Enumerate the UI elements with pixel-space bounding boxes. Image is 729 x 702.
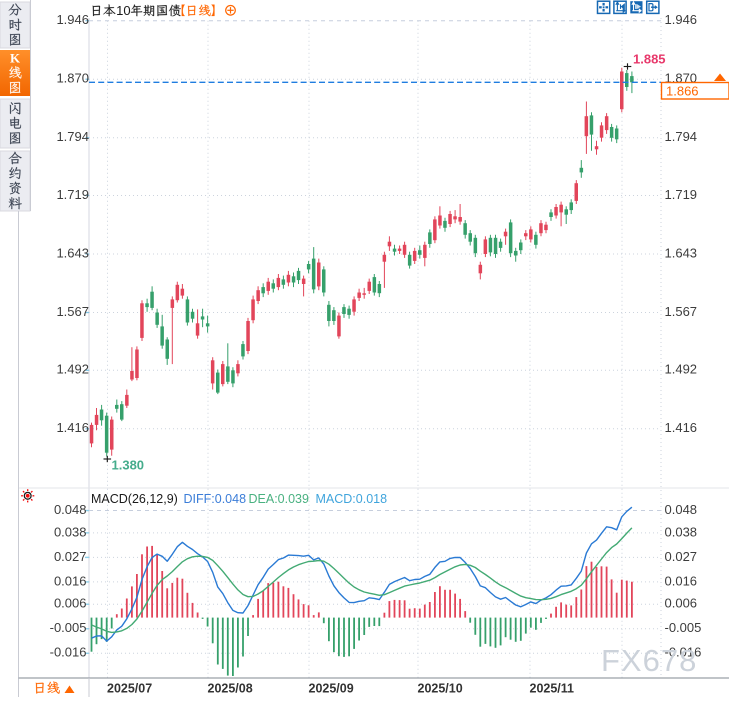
svg-text:0.048: 0.048 — [54, 502, 87, 517]
svg-text:0.048: 0.048 — [665, 502, 698, 517]
svg-text:1.719: 1.719 — [665, 187, 698, 202]
svg-text:2025/11: 2025/11 — [530, 682, 575, 696]
svg-text:DIFF:0.048: DIFF:0.048 — [184, 492, 247, 506]
svg-text:FX678: FX678 — [601, 643, 697, 678]
svg-text:0.016: 0.016 — [54, 573, 87, 588]
svg-text:0.038: 0.038 — [54, 524, 87, 539]
svg-text:0.027: 0.027 — [54, 549, 87, 564]
svg-text:-0.005: -0.005 — [50, 620, 87, 635]
svg-text:1.719: 1.719 — [56, 187, 89, 202]
svg-text:1.416: 1.416 — [665, 420, 698, 435]
svg-text:1.416: 1.416 — [56, 420, 89, 435]
svg-text:DEA:0.039: DEA:0.039 — [249, 492, 310, 506]
svg-text:-0.016: -0.016 — [50, 645, 87, 660]
svg-text:1.794: 1.794 — [56, 129, 89, 144]
svg-text:10: 10 — [116, 3, 130, 18]
svg-text:0.006: 0.006 — [665, 596, 698, 611]
svg-text:1.492: 1.492 — [56, 362, 89, 377]
svg-text:K: K — [10, 50, 21, 65]
svg-text:0.006: 0.006 — [54, 596, 87, 611]
svg-text:1.946: 1.946 — [56, 12, 89, 27]
svg-text:1.567: 1.567 — [665, 304, 698, 319]
svg-text:2025/10: 2025/10 — [418, 682, 463, 696]
svg-text:2025/07: 2025/07 — [107, 682, 152, 696]
svg-text:1.567: 1.567 — [56, 304, 89, 319]
svg-text:0.016: 0.016 — [665, 573, 698, 588]
svg-text:1.870: 1.870 — [56, 71, 89, 86]
svg-text:MACD(26,12,9): MACD(26,12,9) — [91, 492, 178, 506]
svg-text:2025/08: 2025/08 — [208, 682, 253, 696]
svg-text:1.380: 1.380 — [112, 458, 145, 473]
svg-text:0.038: 0.038 — [665, 524, 698, 539]
svg-text:1.643: 1.643 — [665, 245, 698, 260]
svg-text:MACD:0.018: MACD:0.018 — [316, 492, 388, 506]
svg-text:1.946: 1.946 — [665, 12, 698, 27]
svg-text:1.794: 1.794 — [665, 129, 698, 144]
svg-text:0.027: 0.027 — [665, 549, 698, 564]
svg-text:2025/09: 2025/09 — [309, 682, 354, 696]
svg-text:1.866: 1.866 — [666, 84, 699, 99]
svg-text:1.885: 1.885 — [633, 52, 666, 67]
svg-text:-0.005: -0.005 — [665, 620, 702, 635]
svg-text:1.643: 1.643 — [56, 245, 89, 260]
svg-text:1.492: 1.492 — [665, 362, 698, 377]
